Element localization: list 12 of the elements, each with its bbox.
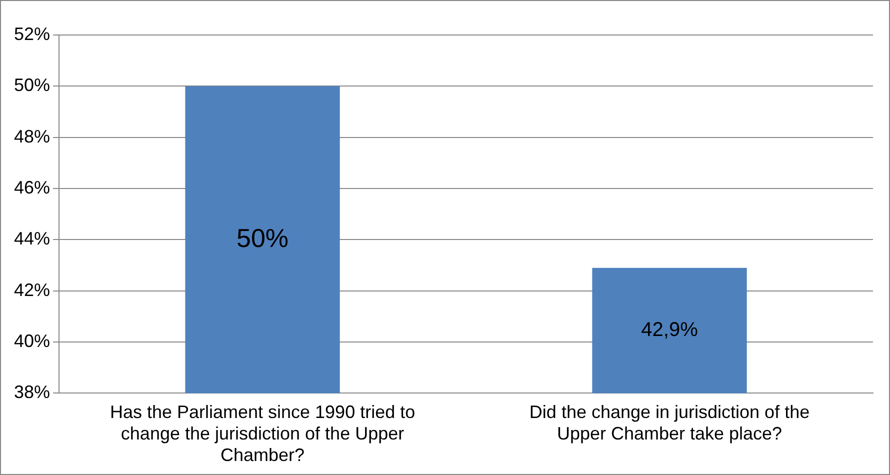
x-tick-label: Did the change in jurisdiction of the Upper Chamber take place? [529, 402, 810, 444]
y-tick-label: 46% [14, 177, 50, 198]
y-tick-label: 48% [14, 126, 50, 146]
y-tick-label: 42% [14, 280, 50, 300]
x-tick-label: Has the Parliament since 1990 tried to change the jurisdiction of the Upper Chamber? [110, 402, 416, 466]
y-tick-label: 40% [14, 330, 50, 351]
data-label: 42,9% [641, 319, 698, 342]
y-tick-label: 44% [14, 228, 50, 249]
data-label: 50% [236, 222, 289, 253]
y-tick-label: 52% [14, 24, 50, 44]
y-tick-label: 50% [14, 75, 50, 96]
y-tick-label: 38% [14, 382, 50, 402]
